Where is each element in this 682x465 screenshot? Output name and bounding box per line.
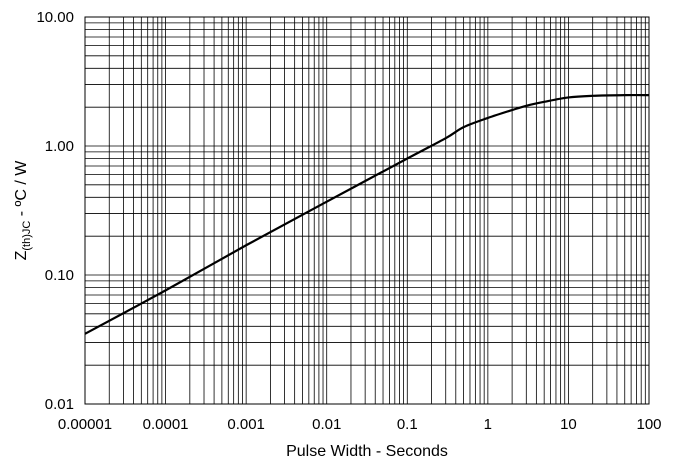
x-tick-labels: 0.00001 0.0001 0.001 0.01 0.1 1 10 100 bbox=[58, 416, 662, 433]
plot-frame bbox=[84, 16, 650, 405]
x-tick-label: 100 bbox=[636, 416, 661, 433]
x-tick-label: 0.001 bbox=[227, 416, 265, 433]
series-group bbox=[84, 93, 650, 335]
y-tick-labels: 0.01 0.10 1.00 10.00 bbox=[36, 9, 74, 413]
y-tick-label: 0.01 bbox=[45, 396, 74, 413]
x-tick-label: 0.1 bbox=[397, 416, 418, 433]
grid bbox=[84, 17, 649, 405]
x-axis-title: Pulse Width - Seconds bbox=[286, 443, 448, 460]
y-tick-label: 1.00 bbox=[45, 138, 74, 155]
x-tick-label: 1 bbox=[484, 416, 492, 433]
x-tick-label: 0.0001 bbox=[143, 416, 189, 433]
y-tick-label: 10.00 bbox=[36, 9, 74, 26]
y-axis-title: Z(th)JC - ºC / W bbox=[13, 160, 33, 261]
y-tick-label: 0.10 bbox=[45, 267, 74, 284]
x-tick-label: 0.01 bbox=[312, 416, 341, 433]
y-axis-title-subscript: (th)JC bbox=[21, 221, 33, 251]
y-axis-title-main: Z bbox=[13, 250, 30, 260]
x-tick-label: 0.00001 bbox=[58, 416, 112, 433]
series-line bbox=[84, 93, 650, 335]
y-axis-title-rest: - ºC / W bbox=[13, 160, 30, 221]
x-tick-label: 10 bbox=[560, 416, 577, 433]
